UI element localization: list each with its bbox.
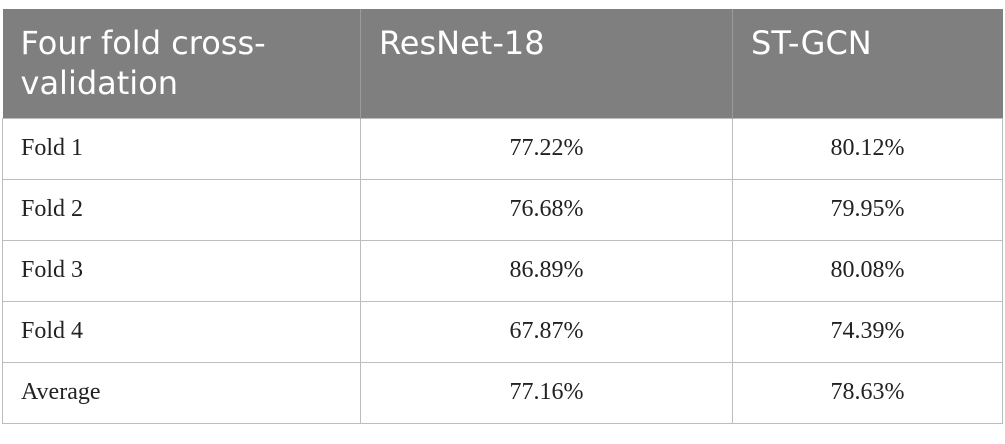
resnet18-cell: 77.16% xyxy=(360,361,733,424)
column-header-resnet18: ResNet-18 xyxy=(360,9,733,118)
resnet18-cell: 67.87% xyxy=(360,300,733,363)
column-header-stgcn: ST-GCN xyxy=(732,9,1003,118)
table-row: Average 77.16% 78.63% xyxy=(2,361,1003,424)
resnet18-cell: 77.22% xyxy=(360,117,733,180)
row-label: Average xyxy=(2,361,361,424)
table-row: Fold 3 86.89% 80.08% xyxy=(2,239,1003,302)
table-body: Fold 1 77.22% 80.12% Fold 2 76.68% 79.95… xyxy=(2,117,1003,424)
stgcn-cell: 80.12% xyxy=(732,117,1003,180)
table-header: Four fold cross-validation ResNet-18 ST-… xyxy=(2,9,1003,118)
stgcn-cell: 80.08% xyxy=(732,239,1003,302)
stgcn-cell: 78.63% xyxy=(732,361,1003,424)
row-label: Fold 2 xyxy=(2,178,361,241)
row-label: Fold 3 xyxy=(2,239,361,302)
header-row: Four fold cross-validation ResNet-18 ST-… xyxy=(2,9,1003,118)
table-row: Fold 1 77.22% 80.12% xyxy=(2,117,1003,180)
resnet18-cell: 86.89% xyxy=(360,239,733,302)
row-label: Fold 4 xyxy=(2,300,361,363)
table-row: Fold 4 67.87% 74.39% xyxy=(2,300,1003,363)
resnet18-cell: 76.68% xyxy=(360,178,733,241)
column-header-validation: Four fold cross-validation xyxy=(2,9,361,118)
row-label: Fold 1 xyxy=(2,117,361,180)
stgcn-cell: 79.95% xyxy=(732,178,1003,241)
table-row: Fold 2 76.68% 79.95% xyxy=(2,178,1003,241)
results-table: Four fold cross-validation ResNet-18 ST-… xyxy=(2,9,1003,424)
stgcn-cell: 74.39% xyxy=(732,300,1003,363)
